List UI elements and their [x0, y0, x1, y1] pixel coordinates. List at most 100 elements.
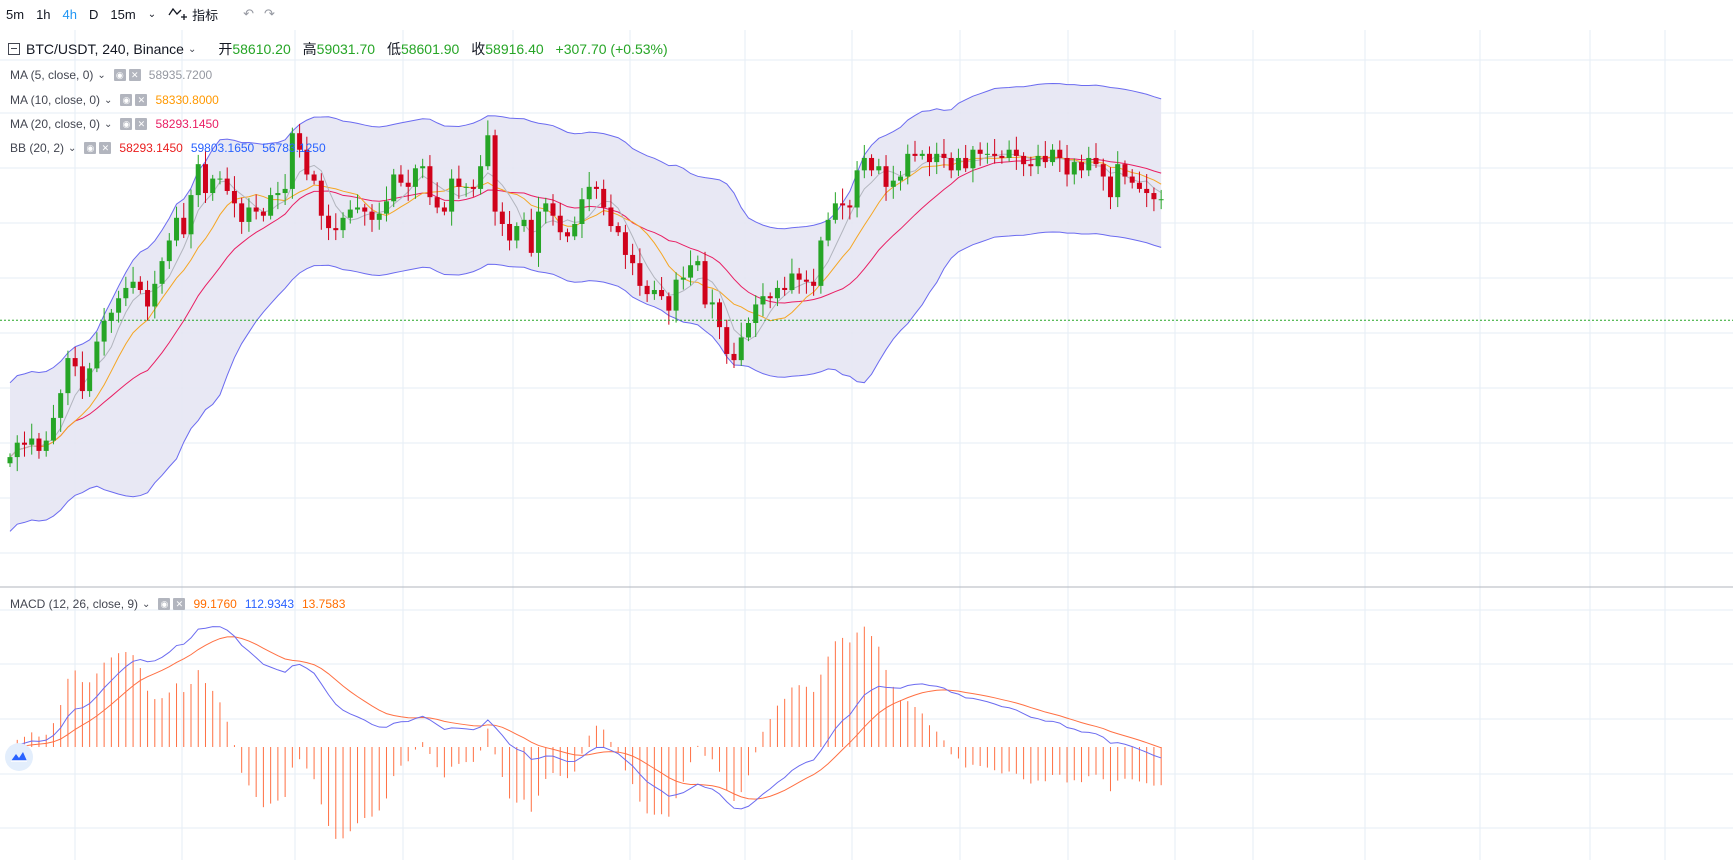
high-label: 高 — [302, 41, 317, 57]
candle-body — [572, 223, 578, 237]
collapse-legend-icon[interactable] — [8, 43, 20, 55]
candle-body — [659, 289, 665, 297]
close-icon[interactable]: ✕ — [135, 94, 148, 106]
candle-body — [695, 261, 701, 266]
candle-body — [608, 207, 614, 227]
candle-body — [463, 186, 469, 188]
candle-body — [637, 263, 643, 286]
candle-body — [412, 168, 418, 187]
study-name[interactable]: BB (20, 2) — [10, 141, 65, 155]
candle-body — [630, 254, 636, 264]
chevron-down-icon[interactable]: ⌄ — [142, 598, 151, 610]
candle-body — [1006, 149, 1012, 158]
open-value: 58610.20 — [232, 41, 291, 57]
candle-body — [1136, 182, 1142, 189]
close-icon[interactable]: ✕ — [99, 142, 112, 154]
chevron-down-icon[interactable]: ⌄ — [97, 69, 106, 81]
candle-body — [174, 217, 180, 241]
chevron-down-icon[interactable]: ⌄ — [68, 142, 77, 154]
candle-body — [774, 287, 780, 299]
eye-icon[interactable]: ◉ — [113, 69, 126, 81]
indicators-button[interactable]: 指标 — [162, 5, 224, 24]
study-value: 58293.1450 — [119, 141, 183, 155]
candle-body — [782, 287, 788, 290]
candle-body — [36, 438, 42, 451]
candle-body — [116, 298, 122, 313]
eye-icon[interactable]: ◉ — [120, 94, 133, 106]
candle-body — [1144, 188, 1150, 194]
candle-body — [7, 457, 13, 464]
chevron-down-icon[interactable]: ⌄ — [187, 43, 197, 55]
candle-body — [717, 302, 723, 328]
candle-body — [145, 289, 151, 307]
candle-body — [499, 211, 505, 224]
candle-body — [970, 149, 976, 169]
interval-5m[interactable]: 5m — [6, 6, 25, 22]
chevron-down-icon[interactable]: ⌄ — [147, 8, 157, 20]
candle-body — [999, 155, 1005, 158]
study-name[interactable]: MA (10, close, 0) — [10, 93, 101, 107]
candle-body — [311, 174, 317, 181]
candle-body — [941, 153, 947, 158]
candle-body — [340, 217, 346, 231]
interval-d[interactable]: D — [89, 6, 99, 22]
interval-4h[interactable]: 4h — [62, 6, 77, 22]
interval-1h[interactable]: 1h — [36, 6, 51, 22]
candle-body — [760, 296, 766, 305]
candle-body — [847, 205, 853, 208]
study-name[interactable]: MA (5, close, 0) — [10, 68, 94, 82]
candle-body — [1129, 176, 1135, 183]
top-toolbar: 5m 1h 4h D 15m ⌄ 指标 ↶ ↷ — [0, 0, 1733, 28]
candle-body — [680, 277, 686, 280]
candle-body — [1115, 164, 1121, 198]
interval-15m[interactable]: 15m — [110, 6, 136, 22]
candle-body — [195, 164, 201, 196]
eye-icon[interactable]: ◉ — [84, 142, 97, 154]
macd-value: 99.1760 — [193, 597, 237, 611]
study-name[interactable]: MA (20, close, 0) — [10, 117, 101, 131]
candle-body — [289, 133, 295, 189]
candle-body — [651, 289, 657, 295]
candle-body — [890, 180, 896, 187]
candle-body — [926, 153, 932, 163]
chevron-down-icon[interactable]: ⌄ — [104, 118, 113, 130]
candle-body — [210, 178, 216, 194]
eye-icon[interactable]: ◉ — [158, 598, 171, 610]
macd-histogram — [16, 626, 1162, 839]
study-value: 58330.8000 — [155, 93, 219, 107]
undo-icon[interactable]: ↶ — [243, 6, 254, 21]
candle-body — [159, 261, 165, 284]
candle-body — [1151, 193, 1157, 200]
candle-body — [1071, 162, 1077, 175]
chevron-down-icon[interactable]: ⌄ — [104, 94, 113, 106]
redo-icon[interactable]: ↷ — [264, 6, 275, 21]
candle-body — [427, 166, 433, 198]
candle-body — [919, 153, 925, 156]
candle-body — [362, 207, 368, 212]
candle-body — [789, 273, 795, 290]
close-icon[interactable]: ✕ — [173, 598, 186, 610]
candle-body — [355, 207, 361, 210]
candle-body — [811, 281, 817, 286]
candle-body — [948, 157, 954, 171]
eye-icon[interactable]: ◉ — [120, 118, 133, 130]
close-icon[interactable]: ✕ — [135, 118, 148, 130]
candle-body — [832, 203, 838, 220]
candle-body — [601, 188, 607, 208]
candle-body — [745, 323, 751, 338]
candle-body — [21, 442, 27, 445]
candle-body — [586, 186, 592, 200]
candle-body — [876, 166, 882, 171]
candle-body — [724, 327, 730, 354]
close-icon[interactable]: ✕ — [128, 69, 141, 81]
candle-body — [268, 195, 274, 216]
change-value: +307.70 (+0.53%) — [555, 41, 668, 57]
candle-body — [217, 178, 223, 180]
candle-body — [383, 201, 389, 214]
tradingview-logo-icon[interactable] — [5, 743, 33, 771]
candle-body — [94, 341, 100, 369]
symbol-title[interactable]: BTC/USDT, 240, Binance — [26, 41, 184, 57]
macd-study-name[interactable]: MACD (12, 26, close, 9) — [10, 597, 139, 611]
study-legend-1: MA (10, close, 0) ⌄ ◉ ✕ 58330.8000 — [10, 93, 219, 107]
